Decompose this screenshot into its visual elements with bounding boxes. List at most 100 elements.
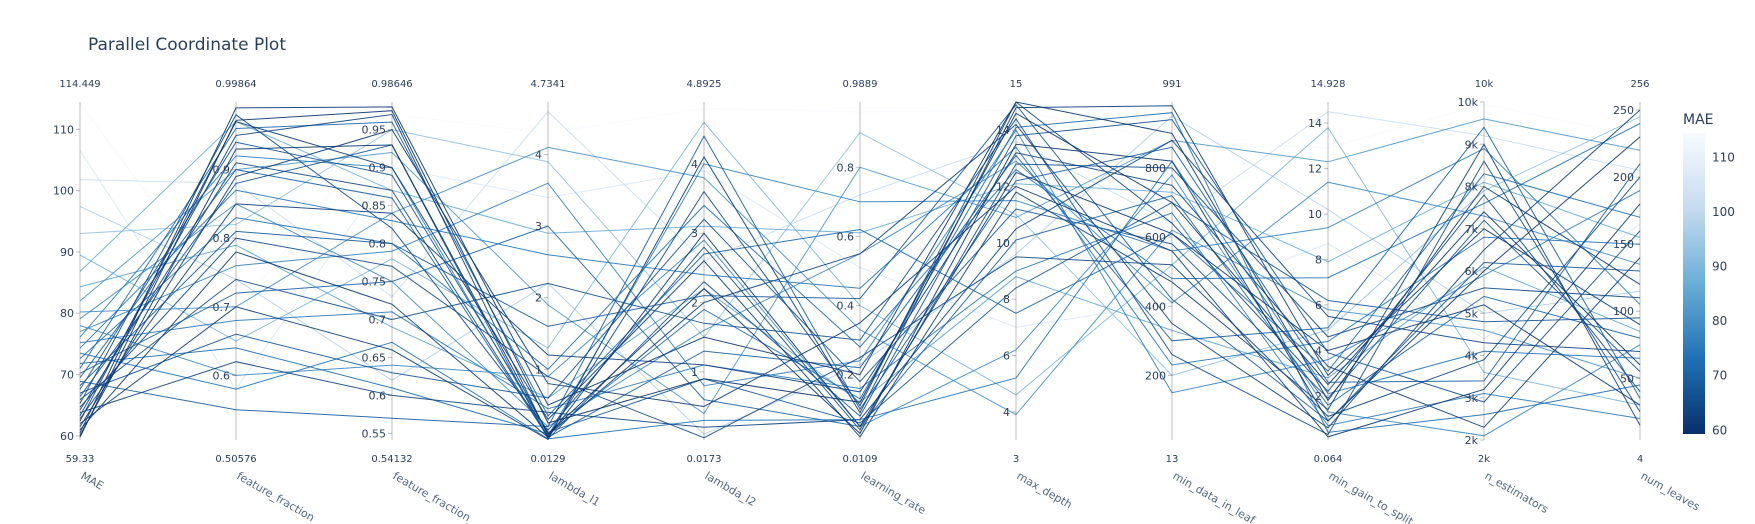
colorbar-tick-label: 100 bbox=[1712, 205, 1735, 219]
axis-min-label: 0.064 bbox=[1314, 454, 1343, 465]
data-line bbox=[79, 171, 1641, 439]
data-line bbox=[79, 150, 1641, 390]
axis-max-label: 4.8925 bbox=[687, 79, 722, 90]
tick-label: 0.4 bbox=[837, 300, 855, 313]
tick-label: 4k bbox=[1465, 350, 1479, 363]
tick-label: 0.6 bbox=[837, 230, 855, 243]
colorbar: MAE 60 70 80 90 100 110 bbox=[1683, 112, 1735, 437]
tick-label: 50 bbox=[1620, 372, 1634, 385]
tick-label: 4 bbox=[1003, 406, 1010, 419]
axis-title: learning_rate bbox=[859, 469, 929, 517]
tick-label: 400 bbox=[1145, 300, 1166, 313]
tick-label: 10k bbox=[1458, 96, 1479, 109]
tick-label: 80 bbox=[60, 307, 74, 320]
tick-label: 2k bbox=[1465, 434, 1479, 447]
data-line bbox=[79, 212, 1641, 427]
axis-title: min_data_in_leaf bbox=[1171, 469, 1259, 524]
tick-label: 0.9 bbox=[213, 164, 231, 177]
axis-max-label: 0.9889 bbox=[843, 79, 878, 90]
tick-label: 100 bbox=[1613, 305, 1634, 318]
axis-title: max_depth bbox=[1015, 469, 1075, 511]
data-line bbox=[79, 141, 1641, 433]
axis-max-label: 10k bbox=[1475, 79, 1494, 90]
tick-label: 0.2 bbox=[837, 369, 855, 382]
tick-label: 4 bbox=[691, 158, 698, 171]
tick-label: 600 bbox=[1145, 231, 1166, 244]
tick-label: 10 bbox=[996, 237, 1010, 250]
data-line bbox=[79, 121, 1641, 406]
tick-label: 200 bbox=[1145, 369, 1166, 382]
tick-label: 6 bbox=[1315, 299, 1322, 312]
axis-min-label: 3 bbox=[1013, 454, 1019, 465]
axis-title: min_gain_to_split bbox=[1327, 469, 1417, 524]
axis-max-label: 14.928 bbox=[1311, 79, 1346, 90]
tick-label: 3 bbox=[691, 227, 698, 240]
axis-min-label: 0.0109 bbox=[843, 454, 878, 465]
tick-label: 0.55 bbox=[362, 427, 387, 440]
tick-label: 100 bbox=[53, 185, 74, 198]
tick-label: 0.7 bbox=[369, 314, 387, 327]
tick-label: 150 bbox=[1613, 238, 1634, 251]
tick-label: 10 bbox=[1308, 208, 1322, 221]
tick-label: 0.65 bbox=[362, 351, 387, 364]
data-line bbox=[79, 152, 1641, 428]
tick-label: 0.6 bbox=[369, 389, 387, 402]
axis-max-label: 0.99864 bbox=[215, 79, 256, 90]
axis-title: lambda_l2 bbox=[703, 469, 759, 509]
axis-min-label: 59.33 bbox=[66, 454, 95, 465]
data-line bbox=[79, 121, 1641, 272]
tick-label: 90 bbox=[60, 246, 74, 259]
colorbar-gradient bbox=[1683, 133, 1705, 434]
data-line bbox=[79, 146, 1641, 416]
tick-label: 0.7 bbox=[213, 301, 231, 314]
tick-label: 2 bbox=[691, 297, 698, 310]
data-line bbox=[79, 126, 1641, 438]
tick-label: 0.8 bbox=[837, 161, 855, 174]
tick-label: 0.9 bbox=[369, 162, 387, 175]
axis-title: MAE bbox=[79, 469, 106, 492]
tick-label: 5k bbox=[1465, 307, 1479, 320]
data-line bbox=[79, 123, 1641, 370]
tick-label: 6k bbox=[1465, 265, 1479, 278]
data-line bbox=[79, 139, 1641, 428]
tick-label: 0.95 bbox=[362, 124, 387, 137]
tick-label: 9k bbox=[1465, 138, 1479, 151]
data-line bbox=[79, 121, 1641, 438]
tick-label: 3 bbox=[535, 220, 542, 233]
tick-label: 110 bbox=[53, 123, 74, 136]
data-line bbox=[79, 176, 1641, 439]
data-line bbox=[79, 208, 1641, 400]
chart-title: Parallel Coordinate Plot bbox=[88, 35, 286, 55]
tick-label: 0.6 bbox=[213, 369, 231, 382]
axis-min-label: 4 bbox=[1637, 454, 1643, 465]
axis-max-label: 15 bbox=[1010, 79, 1023, 90]
axis-min-label: 0.54132 bbox=[371, 454, 412, 465]
tick-label: 4 bbox=[1315, 344, 1322, 357]
axis-feature_fraction[interactable]: 0.6 0.7 0.8 0.9 0.99864 0.50576 feature_fracti… bbox=[213, 79, 317, 524]
axis-min-label: 0.50576 bbox=[215, 454, 256, 465]
axis-title: feature_fraction bbox=[235, 469, 317, 524]
axis-min-label: 0.0173 bbox=[687, 454, 722, 465]
axes-layer: 60708090100110114.44959.33MAE0.60.70.80.… bbox=[53, 79, 1702, 524]
tick-label: 14 bbox=[1308, 117, 1322, 130]
tick-label: 8 bbox=[1315, 254, 1322, 267]
tick-label: 2 bbox=[535, 292, 542, 305]
tick-label: 200 bbox=[1613, 171, 1634, 184]
data-line bbox=[79, 115, 1641, 435]
axis-min-label: 0.0129 bbox=[531, 454, 566, 465]
colorbar-tick-label: 90 bbox=[1712, 260, 1727, 274]
data-line bbox=[79, 135, 1641, 428]
tick-label: 7k bbox=[1465, 223, 1479, 236]
data-line bbox=[79, 110, 1641, 438]
tick-label: 6 bbox=[1003, 350, 1010, 363]
colorbar-tick-label: 70 bbox=[1712, 369, 1727, 383]
tick-label: 8 bbox=[1003, 293, 1010, 306]
axis-max-label: 0.98646 bbox=[371, 79, 412, 90]
colorbar-title: MAE bbox=[1683, 112, 1714, 128]
colorbar-tick-label: 80 bbox=[1712, 314, 1727, 328]
tick-label: 14 bbox=[996, 124, 1010, 137]
tick-label: 250 bbox=[1613, 104, 1634, 117]
tick-label: 0.85 bbox=[362, 200, 387, 213]
axis-min-label: 13 bbox=[1166, 454, 1179, 465]
